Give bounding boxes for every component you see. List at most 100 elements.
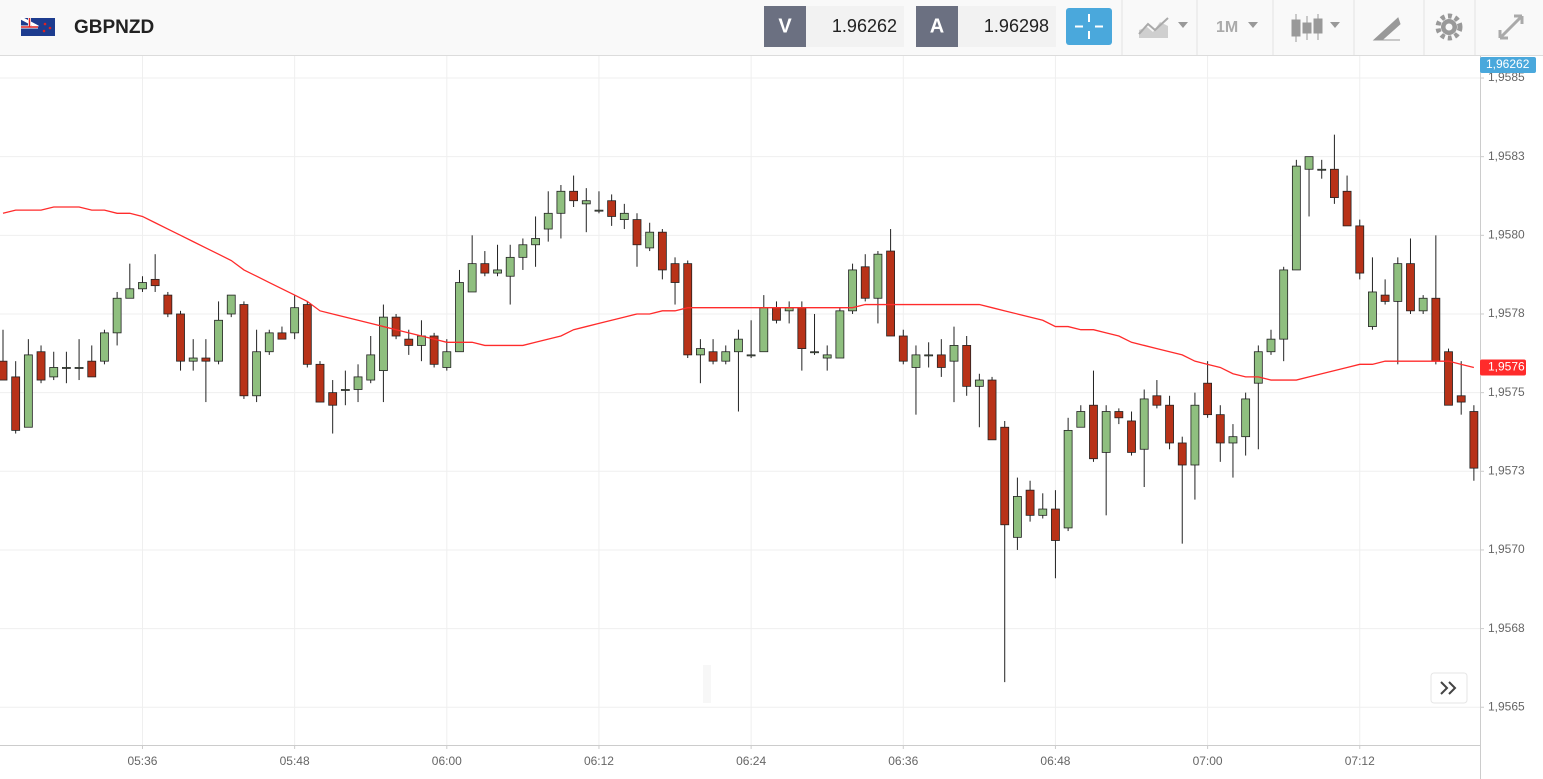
candle-body-up <box>1139 398 1149 450</box>
x-tick-label: 06:36 <box>888 754 918 768</box>
candle-body-down <box>1355 225 1365 274</box>
x-tick-label: 06:00 <box>432 754 462 768</box>
candle-body-up <box>543 212 553 230</box>
candle-body-up <box>810 351 819 354</box>
y-tick-label: 1,9585 <box>1488 70 1525 84</box>
y-tick-label: 1,9573 <box>1488 463 1525 477</box>
candle-body-down <box>1177 442 1187 466</box>
candle-body-down <box>150 278 160 287</box>
candle-body-down <box>1456 395 1466 403</box>
candle-body-up <box>581 200 591 205</box>
candle-body-up <box>1063 429 1073 529</box>
candle-body-up <box>1228 436 1238 444</box>
buy-button[interactable] <box>916 6 958 47</box>
candle-body-up <box>759 307 769 353</box>
x-tick-label: 05:48 <box>280 754 310 768</box>
candle-body-down <box>1051 508 1060 541</box>
candle-body-up <box>835 310 845 359</box>
candle-body-up <box>1253 351 1263 384</box>
flag <box>20 16 55 36</box>
candle-body-up <box>1190 404 1200 466</box>
crosshair-button[interactable] <box>1066 8 1112 45</box>
settings-button[interactable] <box>1435 13 1463 41</box>
candle-body-up <box>696 348 705 356</box>
candle-body-down <box>1406 263 1415 312</box>
candle-body-down <box>11 376 21 431</box>
candle-body-down <box>772 307 781 321</box>
x-tick-label: 05:36 <box>127 754 157 768</box>
y-tick-label: 1,9565 <box>1488 699 1525 713</box>
scroll-right-button[interactable] <box>1430 672 1468 704</box>
candle-body-up <box>556 190 566 214</box>
candle-body-down <box>480 263 490 274</box>
candle-body-down <box>328 392 338 406</box>
timeframe[interactable]: 1M <box>1216 19 1238 36</box>
current-price-label: 1,96262 <box>1486 57 1530 71</box>
sell-label: V <box>778 15 792 37</box>
candle-body-up <box>645 231 655 249</box>
y-tick-label: 1,9570 <box>1488 542 1525 556</box>
candle-body-up <box>74 367 84 369</box>
buy-price-box[interactable] <box>958 6 1056 47</box>
candle-body-down <box>936 354 946 368</box>
candle-body-down <box>36 351 46 381</box>
candle-body-up <box>353 376 363 390</box>
candle-body-up <box>100 332 109 362</box>
candle-body-up <box>366 354 376 381</box>
candle-body-down <box>429 335 439 365</box>
drawing-button[interactable] <box>1372 17 1401 41</box>
candle-body-down <box>1114 411 1124 419</box>
candle-body-up <box>226 294 236 315</box>
candle-body-up <box>518 244 528 258</box>
candle-body-down <box>860 266 870 299</box>
candle-body-down <box>1165 404 1174 444</box>
candle-body-up <box>1317 168 1327 171</box>
sell-button[interactable] <box>764 6 806 47</box>
crosshair-icon <box>1075 14 1103 39</box>
axes: 1,9585 1,9583 1,9580 1,9578 1,9575 1,9573 1,95… <box>127 57 1536 768</box>
candle-body-down <box>1152 395 1162 406</box>
sell-price: 1.96262 <box>832 16 897 36</box>
current-price-box <box>1480 57 1536 73</box>
x-tick-label: 07:00 <box>1193 754 1223 768</box>
buy-label: A <box>930 15 944 37</box>
candle-body-down <box>708 351 718 362</box>
candle-body-down <box>176 313 185 362</box>
candle-body-up <box>252 351 262 397</box>
candle-body-down <box>277 332 287 340</box>
candle-body-up <box>594 209 604 212</box>
candle-body-up <box>62 367 71 369</box>
candle-type-button[interactable] <box>1291 14 1340 42</box>
candle-body-down <box>886 250 895 337</box>
scroll-handle[interactable] <box>703 665 711 703</box>
candle-body-down <box>1127 420 1136 453</box>
candle-body-up <box>1279 269 1289 340</box>
candle-body-up <box>1304 156 1314 170</box>
candle-body-up <box>417 335 426 346</box>
candle-body-up <box>49 367 59 378</box>
candle-body-up <box>619 212 629 220</box>
plot <box>0 134 1479 683</box>
candle-body-up <box>746 354 756 357</box>
candle-body-down <box>1215 414 1225 444</box>
moving-average <box>2 206 1475 381</box>
candle-body-up <box>1038 508 1048 516</box>
candle-body-up <box>873 253 883 299</box>
y-tick-label: 1,9580 <box>1488 228 1525 242</box>
candle-body-down <box>1342 190 1352 227</box>
candle-body-up <box>911 354 921 368</box>
fullscreen-button[interactable] <box>1498 14 1524 40</box>
sell-price-box[interactable] <box>806 6 904 47</box>
candle-body-up <box>138 282 147 290</box>
candle-body-down <box>1469 411 1479 469</box>
chart-type-button[interactable] <box>1138 17 1188 38</box>
candle-body-down <box>1444 351 1453 406</box>
candle-body-down <box>607 200 617 217</box>
candle-body-up <box>378 316 388 372</box>
y-tick-label: 1,9583 <box>1488 149 1525 163</box>
candle-body-down <box>315 363 325 403</box>
x-tick-label: 07:12 <box>1345 754 1375 768</box>
candle-body-down <box>1203 382 1212 416</box>
y-tick-label: 1,9568 <box>1488 621 1525 635</box>
